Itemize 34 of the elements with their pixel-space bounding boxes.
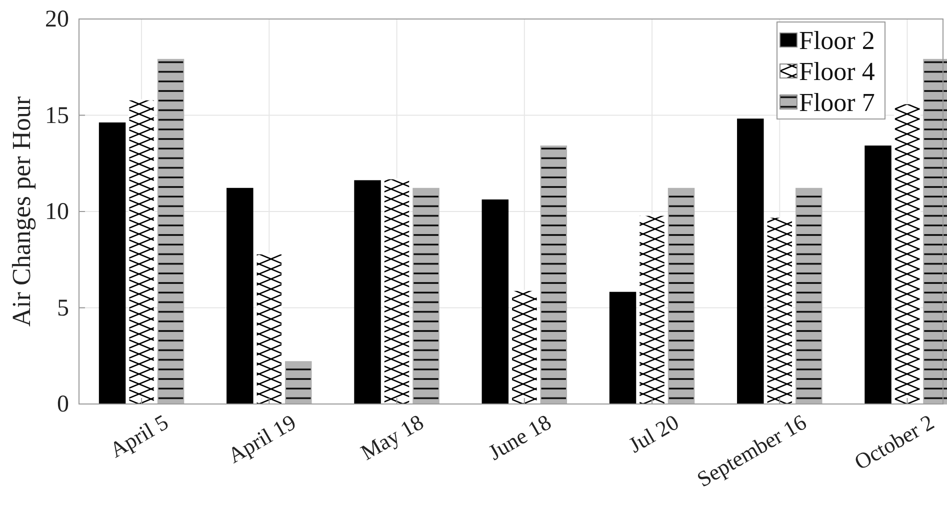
bar (285, 361, 312, 404)
bar (864, 146, 892, 404)
y-tick-label: 20 (45, 6, 69, 33)
bar (540, 146, 568, 404)
bar (609, 292, 636, 404)
x-tick-label: April 5 (105, 409, 172, 462)
bar (894, 103, 921, 404)
bar (766, 216, 794, 404)
bar (796, 188, 822, 404)
bar (668, 188, 695, 404)
bar (128, 99, 155, 404)
x-tick-label: May 18 (356, 409, 428, 465)
legend-label: Floor 7 (799, 88, 875, 117)
bar (98, 122, 126, 404)
bar (638, 214, 666, 404)
x-tick-label: June 18 (484, 409, 556, 465)
bar (256, 253, 283, 404)
y-tick-label: 10 (45, 199, 69, 226)
bar (412, 188, 440, 404)
bar (157, 58, 184, 404)
bar (737, 118, 764, 404)
bar (511, 290, 538, 404)
y-tick-label: 15 (45, 102, 69, 129)
legend-label: Floor 4 (799, 57, 875, 86)
bar (482, 199, 509, 404)
x-tick-label: April 19 (223, 409, 300, 468)
bar (226, 188, 254, 404)
y-axis-title: Air Changes per Hour (7, 96, 36, 327)
bar (354, 180, 381, 404)
legend-label: Floor 2 (799, 26, 875, 55)
y-tick-label: 0 (57, 392, 69, 418)
x-tick-label: Jul 20 (624, 409, 683, 458)
bar (383, 178, 410, 404)
y-tick-label: 5 (57, 295, 69, 322)
